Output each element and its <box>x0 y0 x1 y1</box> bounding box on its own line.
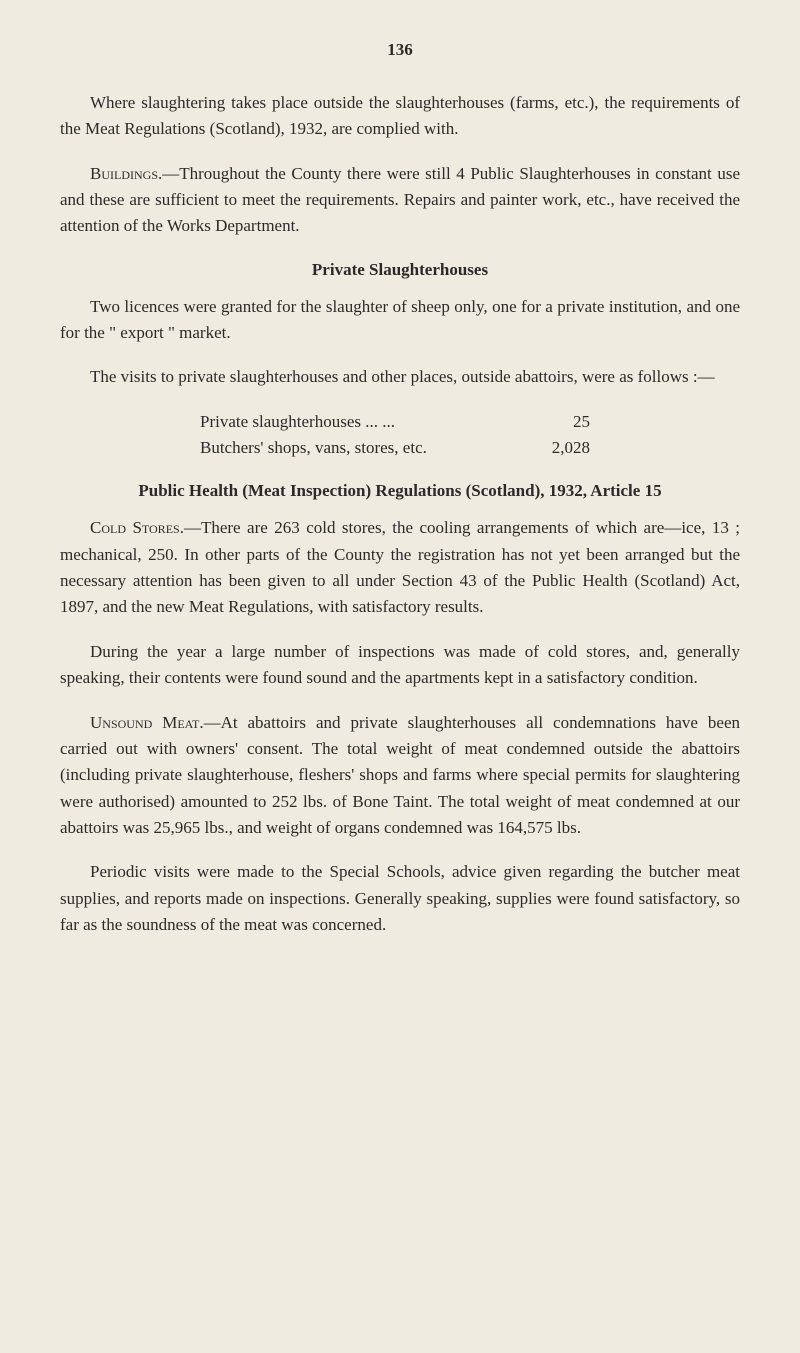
section-label: Unsound Meat. <box>90 713 204 732</box>
body-paragraph: Where slaughtering takes place outside t… <box>60 90 740 143</box>
table-row: Butchers' shops, vans, stores, etc. 2,02… <box>200 435 740 461</box>
section-label: Buildings. <box>90 164 162 183</box>
page-number: 136 <box>60 40 740 60</box>
table-row: Private slaughterhouses ... ... 25 <box>200 409 740 435</box>
body-paragraph: Buildings.—Throughout the County there w… <box>60 161 740 240</box>
body-paragraph: Two licences were granted for the slaugh… <box>60 294 740 347</box>
section-label: Cold Stores. <box>90 518 184 537</box>
body-paragraph: During the year a large number of inspec… <box>60 639 740 692</box>
document-page: 136 Where slaughtering takes place outsi… <box>0 0 800 1006</box>
row-label: Private slaughterhouses ... ... <box>200 409 530 435</box>
body-paragraph: The visits to private slaughterhouses an… <box>60 364 740 390</box>
data-table: Private slaughterhouses ... ... 25 Butch… <box>200 409 740 462</box>
paragraph-text: —Throughout the County there were still … <box>60 164 740 236</box>
body-paragraph: Cold Stores.—There are 263 cold stores, … <box>60 515 740 620</box>
row-value: 25 <box>530 409 590 435</box>
row-label: Butchers' shops, vans, stores, etc. <box>200 435 530 461</box>
section-heading: Private Slaughterhouses <box>60 260 740 280</box>
body-paragraph: Unsound Meat.—At abattoirs and private s… <box>60 710 740 842</box>
row-value: 2,028 <box>530 435 590 461</box>
section-heading: Public Health (Meat Inspection) Regulati… <box>60 481 740 501</box>
body-paragraph: Periodic visits were made to the Special… <box>60 859 740 938</box>
